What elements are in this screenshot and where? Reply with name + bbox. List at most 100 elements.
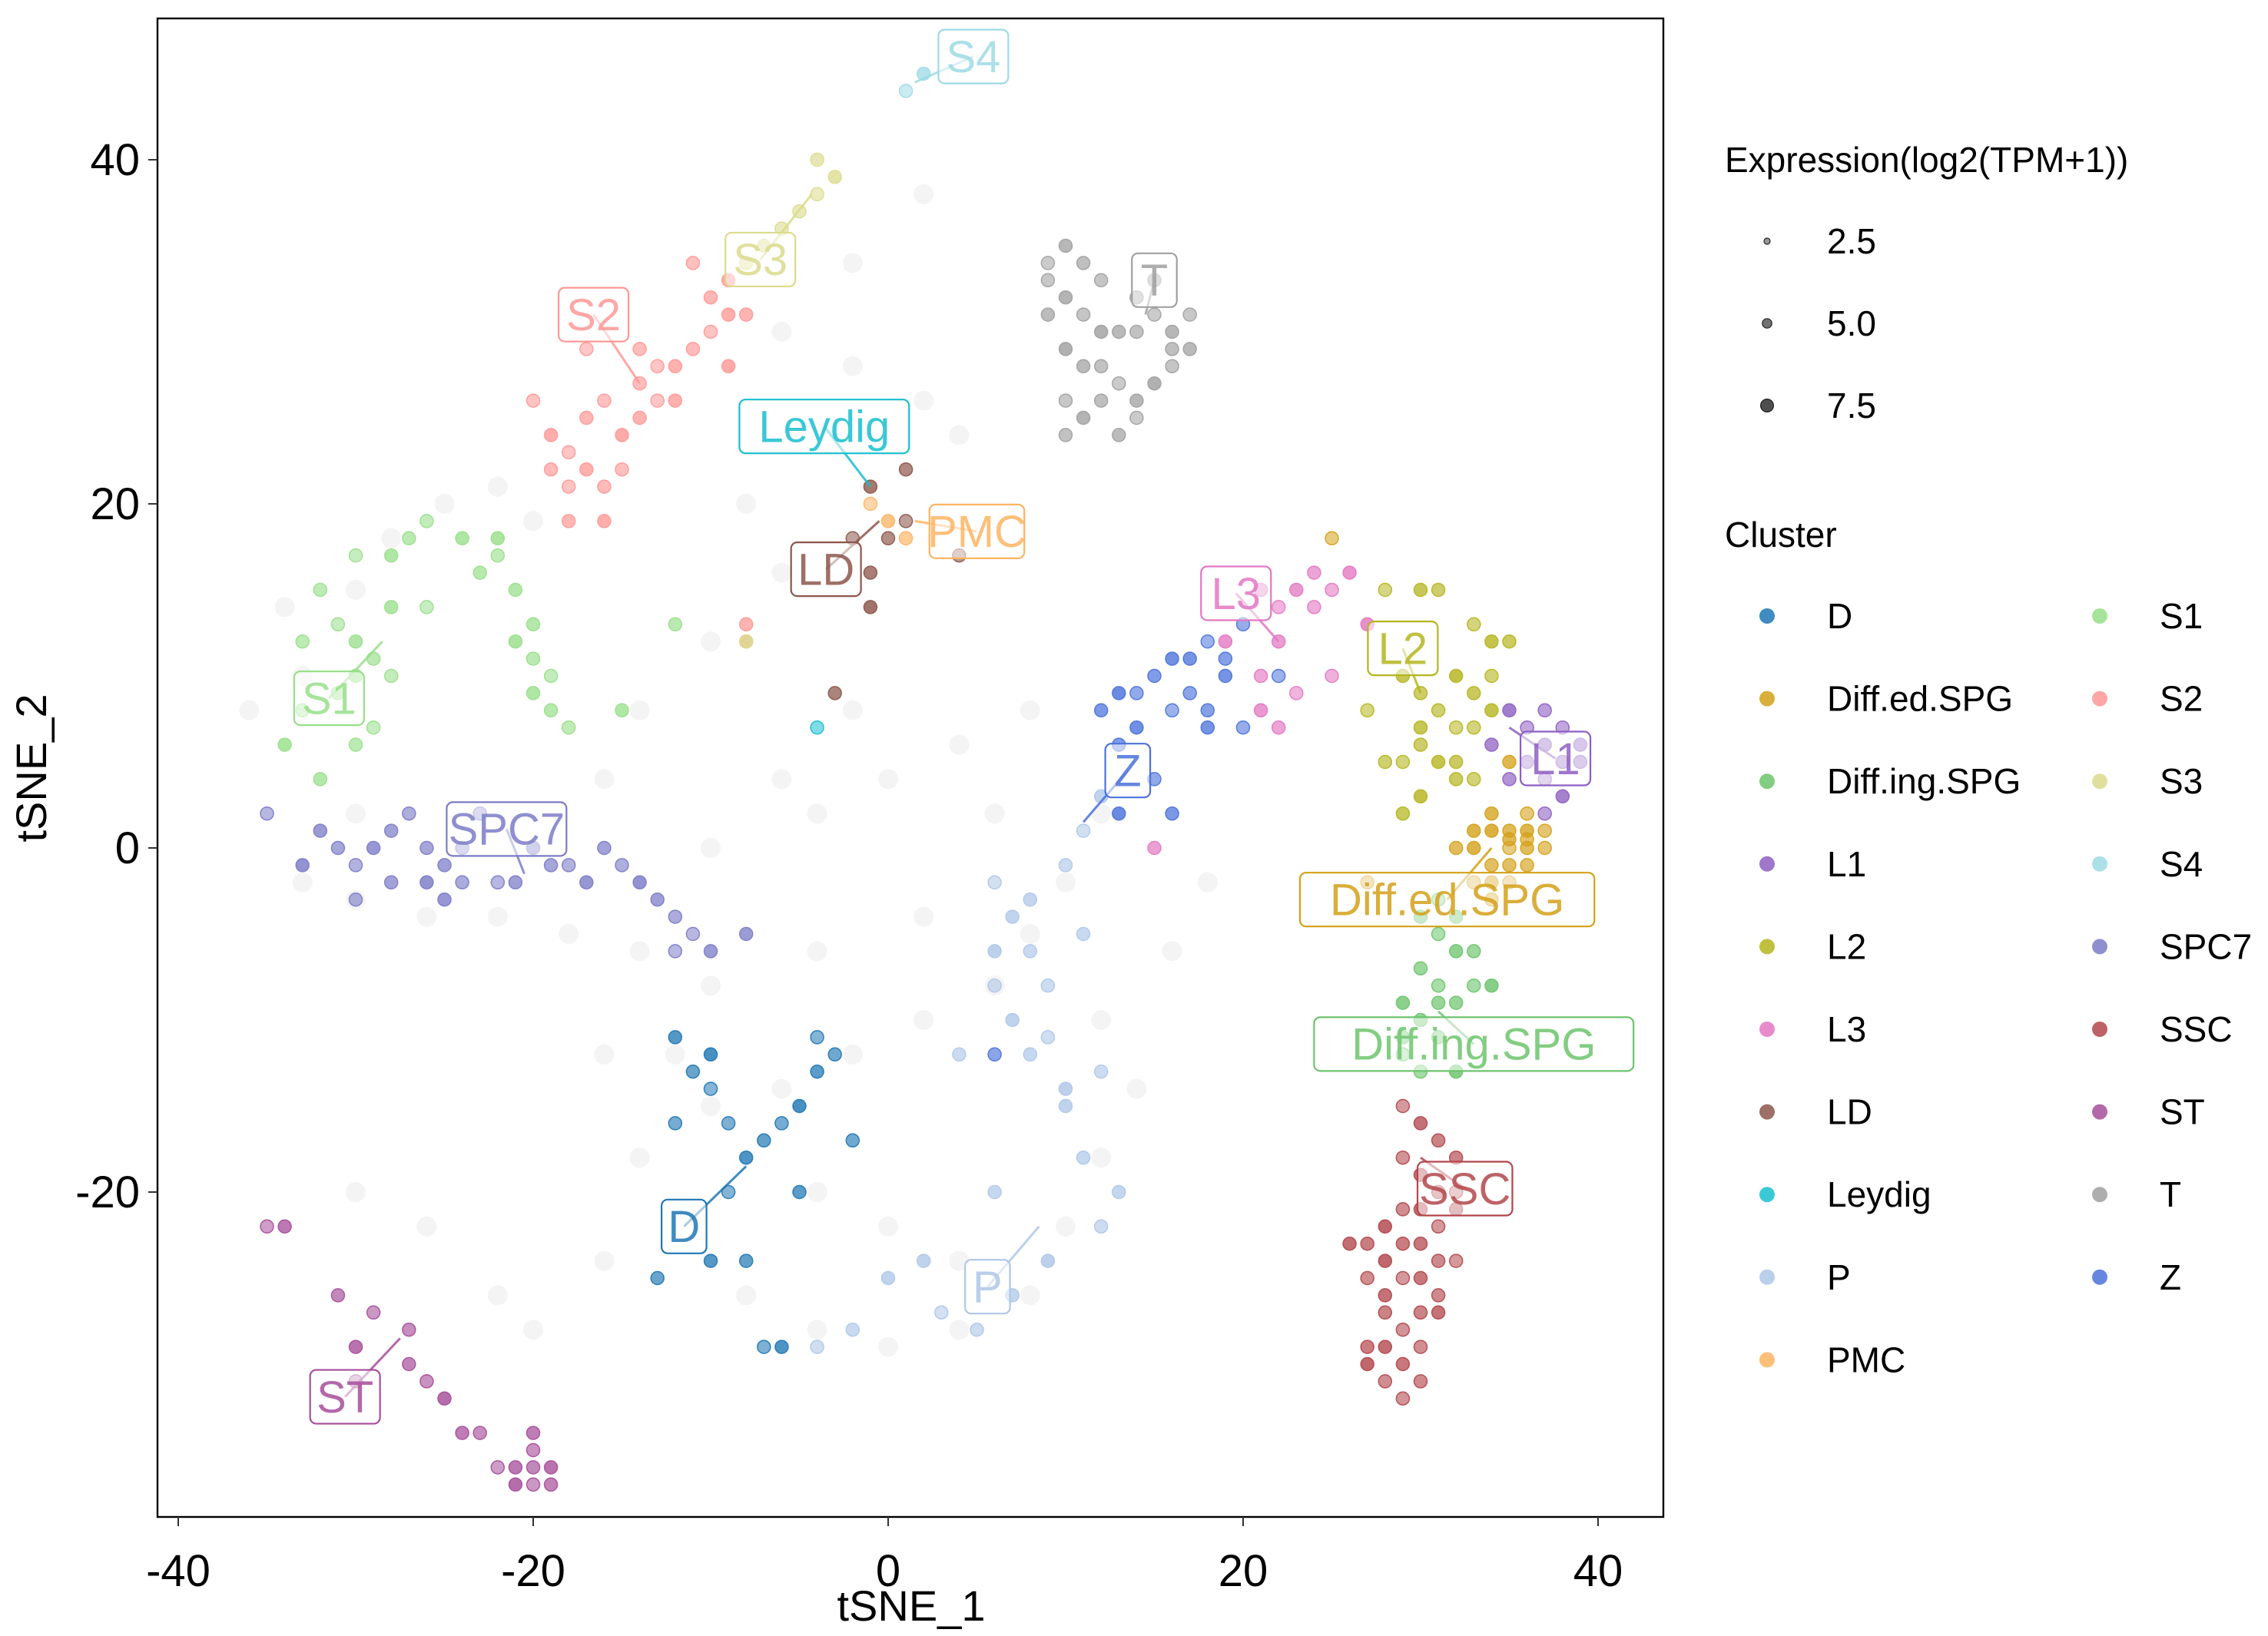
data-point xyxy=(1129,410,1144,426)
background-cell-point xyxy=(381,528,402,548)
y-tick-label: -20 xyxy=(75,1167,140,1217)
background-cell-point xyxy=(842,1044,863,1065)
size-legend-entries: 2.5 5.0 7.5 xyxy=(1760,221,1876,426)
data-point xyxy=(1005,1012,1020,1028)
label-text: S4 xyxy=(946,32,1000,82)
data-point xyxy=(1058,342,1073,356)
data-point xyxy=(792,1184,807,1200)
data-point xyxy=(615,428,629,442)
background-cell-point xyxy=(771,562,792,583)
data-point xyxy=(260,1219,274,1234)
background-cell-point xyxy=(771,769,792,790)
data-point xyxy=(277,1219,292,1234)
data-point xyxy=(526,1426,541,1440)
label-box xyxy=(661,1198,708,1254)
data-point xyxy=(1058,238,1073,253)
data-point xyxy=(419,1374,434,1389)
label-box xyxy=(1200,565,1272,621)
data-point xyxy=(1413,1305,1428,1320)
data-point xyxy=(1467,823,1481,838)
data-point xyxy=(1484,858,1499,873)
label-text: L3 xyxy=(1212,569,1262,619)
cluster-label-spc7: SPC7 xyxy=(446,801,568,875)
label-box xyxy=(1367,621,1439,677)
data-point xyxy=(703,944,718,959)
data-point xyxy=(757,1133,771,1148)
data-point xyxy=(1182,307,1197,322)
data-point xyxy=(1112,1184,1126,1200)
data-point xyxy=(810,187,824,202)
color-legend-label: L3 xyxy=(1827,1009,1866,1049)
color-legend-key xyxy=(2092,773,2107,790)
data-point xyxy=(1484,823,1499,838)
color-legend-label: S1 xyxy=(2160,596,2203,636)
size-legend-label: 7.5 xyxy=(1827,386,1876,426)
color-legend-label: ST xyxy=(2160,1092,2205,1132)
data-point xyxy=(1413,582,1428,598)
label-box xyxy=(928,503,1026,559)
background-cell-point xyxy=(949,734,970,755)
label-box xyxy=(937,28,1010,84)
data-point xyxy=(1307,565,1321,580)
data-point xyxy=(1023,1047,1038,1062)
data-point xyxy=(561,514,576,528)
data-point xyxy=(419,600,434,614)
label-text: L1 xyxy=(1530,734,1580,784)
data-point xyxy=(1537,840,1552,856)
data-point xyxy=(526,1460,541,1475)
data-point xyxy=(1431,1219,1446,1234)
y-axis-title: tSNE_2 xyxy=(7,694,55,843)
background-cell-point xyxy=(523,1320,543,1340)
data-point xyxy=(1431,754,1446,770)
background-cell-point xyxy=(807,803,827,824)
data-point xyxy=(1360,703,1374,718)
data-point xyxy=(455,1426,469,1440)
data-point xyxy=(632,875,647,890)
color-legend-label: S2 xyxy=(2160,679,2203,719)
data-point xyxy=(1484,703,1499,718)
data-point xyxy=(1093,1064,1109,1079)
data-point xyxy=(1484,634,1499,649)
color-legend-key xyxy=(1759,608,1775,624)
data-point xyxy=(1431,926,1446,942)
data-point xyxy=(721,307,736,322)
data-point xyxy=(348,737,363,752)
background-cell-point xyxy=(1020,700,1040,720)
label-text: S2 xyxy=(566,290,621,340)
data-point xyxy=(1467,840,1481,856)
background-cell-point xyxy=(842,700,863,720)
data-point xyxy=(934,1305,949,1320)
data-point xyxy=(508,1477,523,1492)
y-tick-label: 20 xyxy=(90,479,140,529)
y-tick-label: 40 xyxy=(90,135,140,185)
data-point xyxy=(1431,582,1446,598)
cluster-label-diff-ing-spg: Diff.ing.SPG xyxy=(1313,1010,1635,1072)
data-point xyxy=(827,686,842,700)
axes-layer: -40 -20 0 20 40 -20 0 20 40 xyxy=(75,135,1623,1596)
data-point xyxy=(1467,686,1481,700)
data-point xyxy=(1093,703,1109,718)
data-point xyxy=(295,858,310,873)
data-point xyxy=(1182,342,1197,356)
data-point xyxy=(1325,582,1339,598)
data-point xyxy=(898,514,914,528)
data-point xyxy=(330,840,346,856)
data-point xyxy=(650,359,665,374)
data-point xyxy=(1502,858,1517,873)
data-point xyxy=(1289,686,1304,700)
data-point xyxy=(526,651,541,666)
color-legend-key xyxy=(1759,690,1775,707)
cluster-labels-layer: S4 S3 S2 Leydig T PMC LD L3 L2 S1 L1 Z SPC7 Diff.ed.S… xyxy=(293,28,1635,1425)
color-legend-label: D xyxy=(1827,596,1852,636)
data-point xyxy=(1129,720,1144,735)
label-box xyxy=(446,801,568,857)
label-text: SPC7 xyxy=(449,805,565,855)
data-point xyxy=(1484,806,1499,821)
cluster-label-d: D xyxy=(661,1165,748,1254)
data-point xyxy=(668,359,683,374)
series-leydig xyxy=(810,720,824,735)
color-legend-key xyxy=(2092,939,2107,955)
color-legend-key xyxy=(1759,1269,1775,1285)
color-legend-key xyxy=(2092,1187,2107,1203)
data-point xyxy=(1165,806,1179,821)
